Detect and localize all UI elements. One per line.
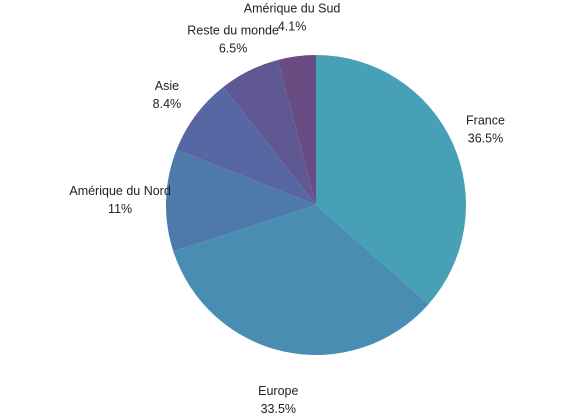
slice-category: Amérique du Sud [244, 2, 341, 16]
slice-category: Europe [258, 384, 298, 398]
slice-label: Europe 33.5% [258, 384, 298, 416]
slice-label: Amérique du Sud 4.1% [244, 2, 341, 34]
slice-percent: 33.5% [261, 402, 296, 416]
slice-percent: 4.1% [278, 20, 307, 34]
slice-label: Reste du monde 6.5% [187, 24, 279, 56]
pie-slice[interactable] [223, 59, 316, 206]
pie-labels: France 36.5% Europe 33.5% Amérique du Nord 11… [69, 2, 505, 417]
slice-percent: 11% [108, 202, 132, 216]
pie-slice[interactable] [277, 55, 316, 205]
slice-category: Reste du monde [187, 24, 279, 38]
slice-percent: 6.5% [219, 42, 248, 56]
pie-slice[interactable] [165, 149, 316, 252]
pie-slice[interactable] [173, 205, 429, 356]
pie-slices [165, 55, 467, 356]
slice-category: Amérique du Nord [69, 184, 170, 198]
slice-label: Asie 8.4% [153, 79, 182, 111]
slice-label: Amérique du Nord 11% [69, 184, 170, 216]
pie-slice[interactable] [316, 55, 467, 305]
slice-percent: 8.4% [153, 97, 182, 111]
slice-percent: 36.5% [468, 132, 503, 146]
slice-label: France 36.5% [466, 114, 505, 146]
slice-category: Asie [155, 79, 179, 93]
slice-category: France [466, 114, 505, 128]
pie-slice[interactable] [176, 87, 316, 205]
